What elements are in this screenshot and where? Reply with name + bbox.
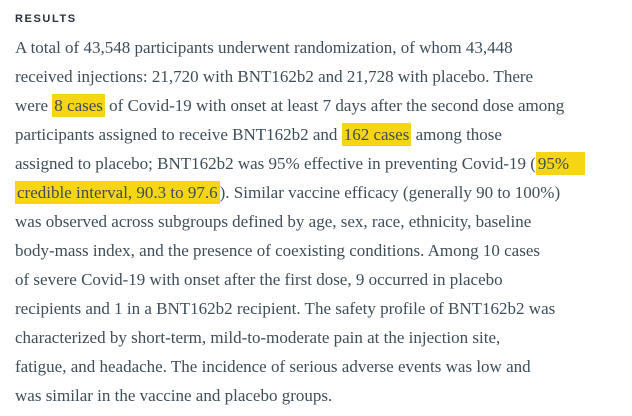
- text-segment: among those: [411, 125, 502, 144]
- paragraph-line: body-mass index, and the presence of coe…: [15, 236, 620, 265]
- text-segment: fatigue, and headache. The incidence of …: [15, 357, 531, 376]
- paragraph-line: of severe Covid-19 with onset after the …: [15, 265, 620, 294]
- text-segment: recipients and 1 in a BNT162b2 recipient…: [15, 299, 556, 318]
- paragraph-line: were 8 cases of Covid-19 with onset at l…: [15, 91, 620, 120]
- paragraph-line: fatigue, and headache. The incidence of …: [15, 352, 620, 381]
- text-segment: of severe Covid-19 with onset after the …: [15, 270, 503, 289]
- abstract-paragraph: A total of 43,548 participants underwent…: [15, 33, 620, 410]
- text-segment: received injections: 21,720 with BNT162b…: [15, 67, 534, 86]
- paragraph-line: was similar in the vaccine and placebo g…: [15, 381, 620, 410]
- paragraph-line: was observed across subgroups defined by…: [15, 207, 620, 236]
- paragraph-line: recipients and 1 in a BNT162b2 recipient…: [15, 294, 620, 323]
- text-segment: were: [15, 96, 53, 115]
- results-heading: RESULTS: [15, 13, 77, 25]
- paragraph-line: credible interval, 90.3 to 97.6). Simila…: [15, 178, 620, 207]
- text-segment: was observed across subgroups defined by…: [15, 212, 532, 231]
- text-segment: assigned to placebo; BNT162b2 was 95% ef…: [15, 154, 536, 173]
- text-segment: characterized by short-term, mild-to-mod…: [15, 328, 501, 347]
- paragraph-line: characterized by short-term, mild-to-mod…: [15, 323, 620, 352]
- highlighted-text: credible interval, 90.3 to 97.6: [15, 181, 220, 204]
- text-segment: was similar in the vaccine and placebo g…: [15, 386, 333, 405]
- text-segment: participants assigned to receive BNT162b…: [15, 125, 342, 144]
- paragraph-line: received injections: 21,720 with BNT162b…: [15, 62, 620, 91]
- text-segment: of Covid-19 with onset at least 7 days a…: [104, 96, 565, 115]
- highlighted-text: 8 cases: [52, 94, 105, 117]
- paragraph-line: A total of 43,548 participants underwent…: [15, 33, 620, 62]
- highlighted-text: 162 cases: [341, 123, 412, 146]
- text-segment: A total of 43,548 participants underwent…: [15, 38, 513, 57]
- paragraph-line: assigned to placebo; BNT162b2 was 95% ef…: [15, 149, 620, 178]
- highlighted-text: 95%: [535, 152, 586, 175]
- text-segment: ). Similar vaccine efficacy (generally 9…: [219, 183, 561, 202]
- text-segment: body-mass index, and the presence of coe…: [15, 241, 540, 260]
- paragraph-line: participants assigned to receive BNT162b…: [15, 120, 620, 149]
